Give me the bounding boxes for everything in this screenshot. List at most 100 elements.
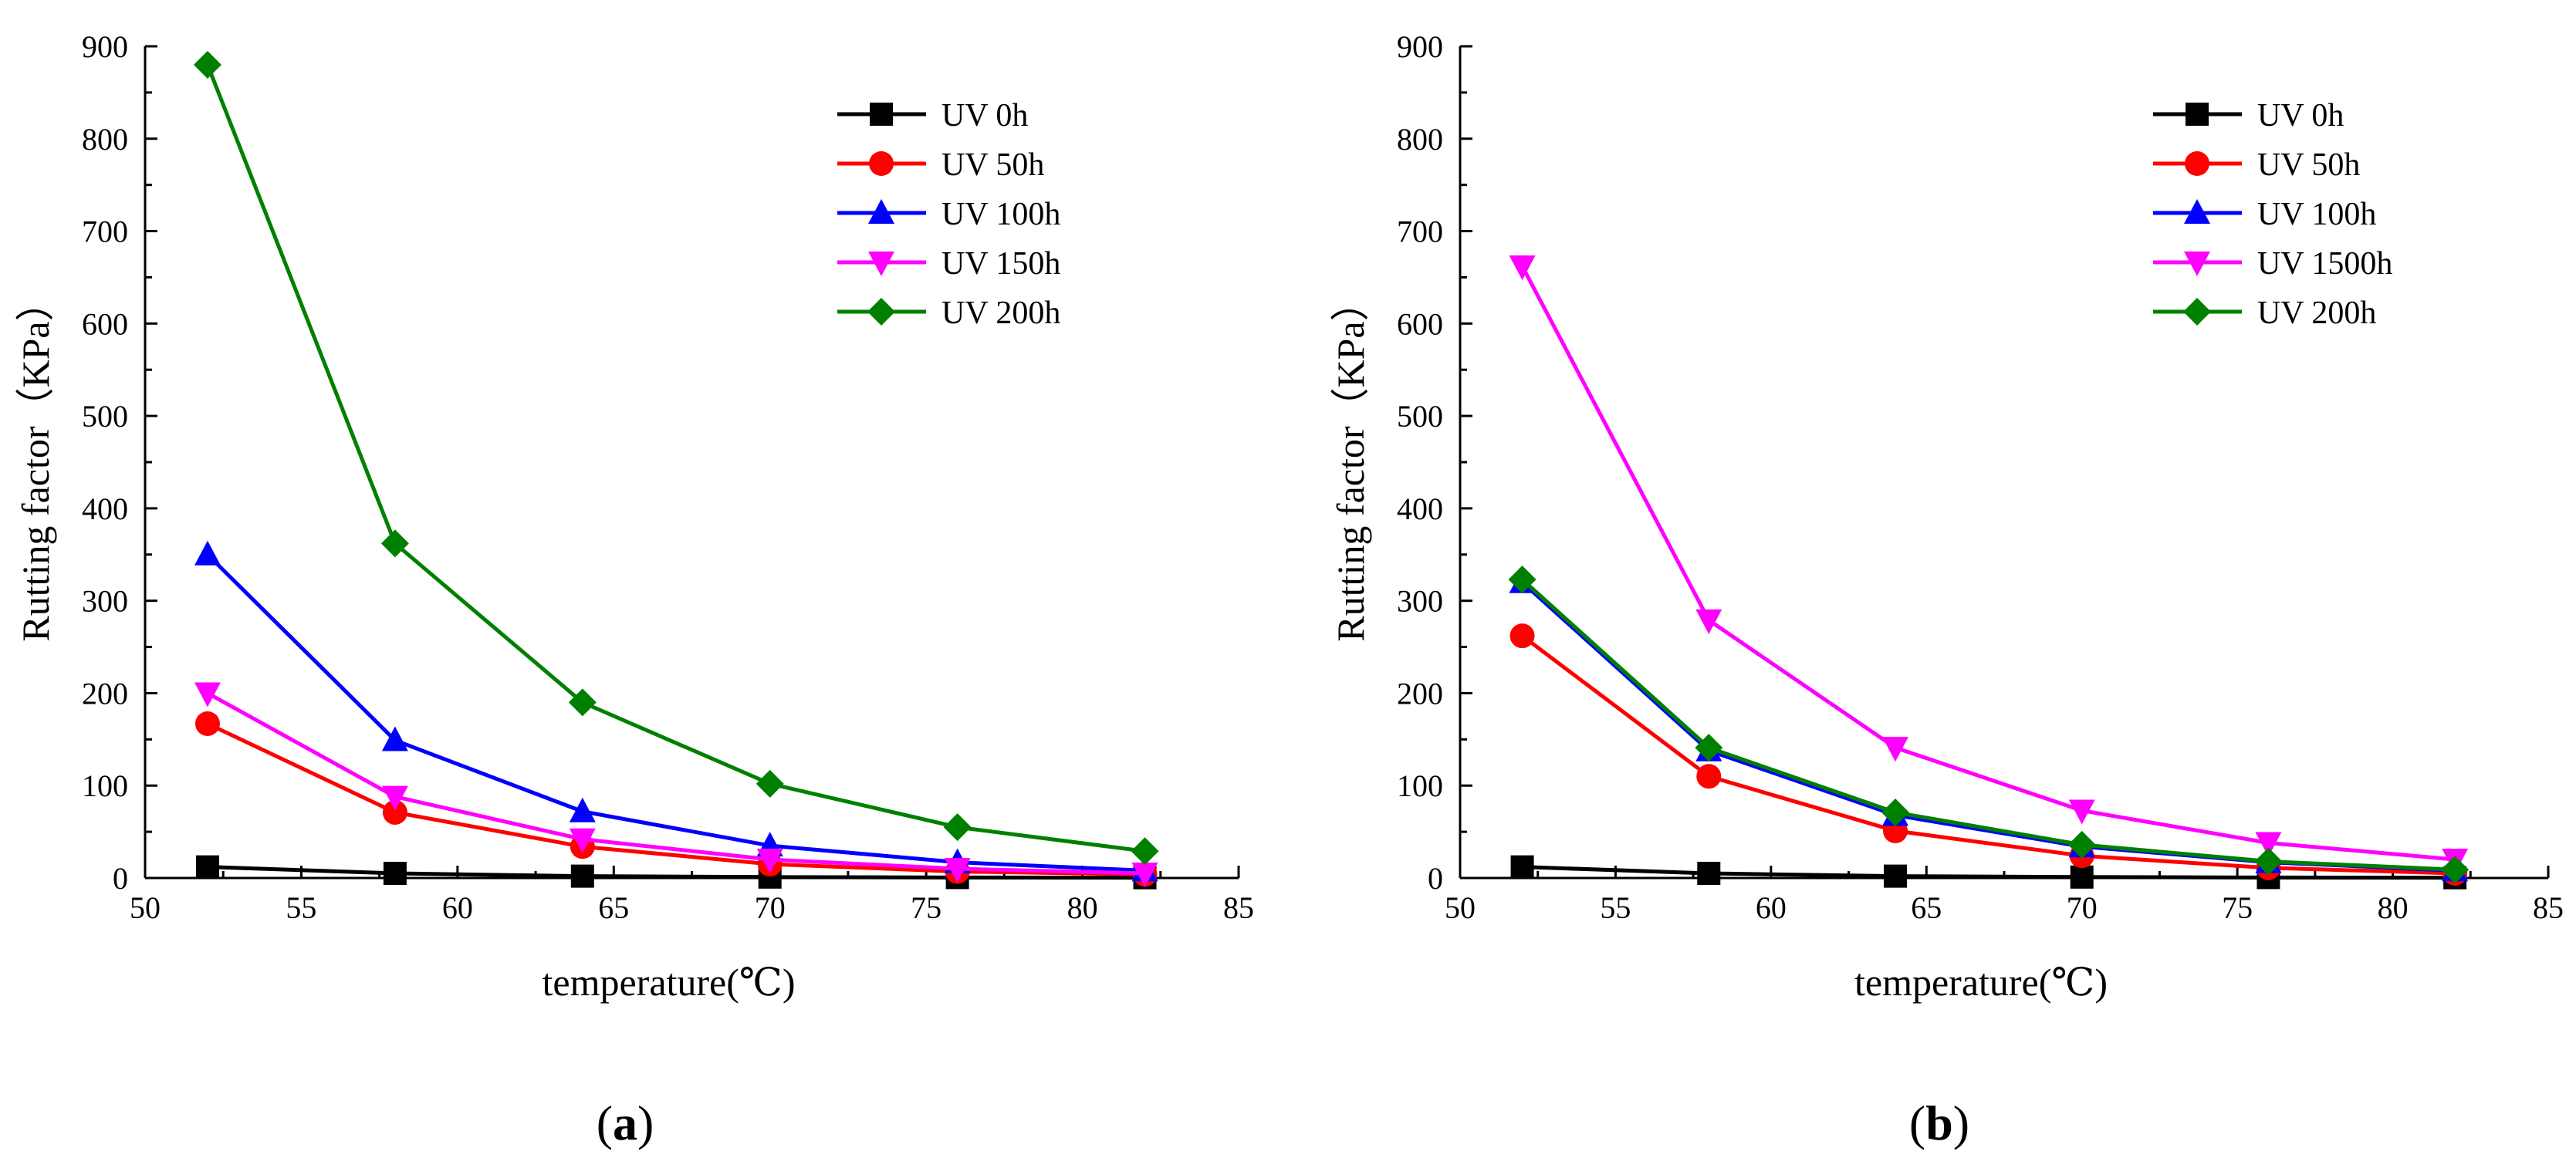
legend-entry: UV 1500h bbox=[2153, 246, 2392, 282]
legend-label: UV 50h bbox=[2257, 147, 2360, 183]
data-point bbox=[1131, 863, 1158, 888]
data-point bbox=[2254, 847, 2283, 876]
legend-label: UV 1500h bbox=[2257, 246, 2392, 282]
x-tick-label: 50 bbox=[130, 890, 161, 925]
legend-entry: UV 0h bbox=[837, 98, 1028, 133]
data-point bbox=[1509, 255, 1536, 281]
data-point bbox=[1695, 734, 1723, 762]
x-tick-label: 55 bbox=[286, 890, 316, 925]
y-tick-label: 800 bbox=[82, 122, 128, 157]
data-point bbox=[382, 799, 407, 825]
data-point bbox=[568, 688, 597, 717]
series-line bbox=[1520, 265, 2456, 862]
legend-marker bbox=[868, 199, 894, 224]
x-tick-label: 55 bbox=[1600, 890, 1631, 925]
y-tick-label: 100 bbox=[1397, 768, 1443, 803]
y-tick-label: 300 bbox=[1397, 584, 1443, 619]
y-axis-title: Rutting factor（KPa） bbox=[1329, 282, 1372, 641]
x-tick-label: 75 bbox=[2222, 890, 2253, 925]
data-point bbox=[1510, 855, 1534, 879]
y-tick-label: 700 bbox=[82, 214, 128, 249]
data-point bbox=[1884, 864, 1907, 888]
y-tick-label: 400 bbox=[82, 491, 128, 526]
series-line bbox=[206, 721, 1145, 876]
series-3 bbox=[1509, 255, 2469, 874]
data-point bbox=[1697, 862, 1721, 886]
x-tick-label: 60 bbox=[1756, 890, 1787, 925]
data-point bbox=[569, 828, 596, 853]
legend-marker bbox=[870, 103, 893, 126]
legend-marker bbox=[2184, 252, 2210, 276]
legend-marker bbox=[868, 252, 894, 276]
data-point bbox=[381, 726, 408, 751]
series-line bbox=[1522, 865, 2456, 880]
y-tick-label: 200 bbox=[1397, 676, 1443, 711]
series-2 bbox=[1509, 568, 2469, 882]
data-point bbox=[194, 711, 220, 736]
series-line bbox=[206, 553, 1145, 873]
legend-label: UV 0h bbox=[941, 98, 1028, 133]
x-tick-label: 85 bbox=[2533, 890, 2564, 925]
series-2 bbox=[194, 540, 1158, 882]
legend-label: UV 50h bbox=[941, 147, 1044, 183]
data-point bbox=[380, 529, 409, 558]
panel-label-a: (a) bbox=[597, 1096, 654, 1150]
data-point bbox=[2068, 799, 2095, 825]
y-tick-label: 500 bbox=[1397, 399, 1443, 434]
chart-a: 50 55 60 65 70 75 80 85 0 100 200 300 400 500 600 700 80… bbox=[14, 29, 1254, 1004]
data-point bbox=[2441, 856, 2470, 884]
y-tick-label: 900 bbox=[82, 29, 128, 64]
series-3 bbox=[194, 682, 1158, 888]
legend-label: UV 200h bbox=[2257, 295, 2376, 331]
data-point bbox=[1696, 764, 1722, 789]
x-tick-label: 60 bbox=[442, 890, 473, 925]
x-tick-label: 50 bbox=[1445, 890, 1476, 925]
y-tick-label: 0 bbox=[1428, 861, 1443, 896]
legend-marker bbox=[2186, 103, 2209, 126]
data-point bbox=[1882, 737, 1908, 762]
data-point bbox=[194, 540, 221, 566]
y-tick-label: 600 bbox=[1397, 306, 1443, 341]
data-point bbox=[2070, 865, 2094, 889]
legend-entry: UV 100h bbox=[837, 197, 1060, 232]
x-tick-label: 75 bbox=[911, 890, 941, 925]
data-point bbox=[383, 862, 407, 886]
data-point bbox=[194, 682, 221, 707]
series-4 bbox=[193, 50, 1159, 866]
legend-marker bbox=[2183, 298, 2211, 326]
series-line bbox=[1521, 634, 2456, 876]
y-tick-label: 500 bbox=[82, 399, 128, 434]
data-point bbox=[195, 855, 219, 879]
legend-label: UV 0h bbox=[2257, 98, 2344, 133]
y-tick-label: 100 bbox=[82, 768, 128, 803]
legend-entry: UV 200h bbox=[837, 295, 1060, 331]
legend-marker bbox=[2184, 199, 2210, 224]
series-line bbox=[1520, 578, 2456, 872]
legend-entry: UV 0h bbox=[2153, 98, 2344, 133]
legend-label: UV 150h bbox=[941, 246, 1060, 282]
legend-marker bbox=[2185, 151, 2209, 176]
legend-entry: UV 50h bbox=[2153, 147, 2360, 183]
series-4 bbox=[1508, 566, 2470, 884]
legend-entry: UV 50h bbox=[837, 147, 1044, 183]
data-point bbox=[2067, 830, 2096, 859]
x-tick-label: 70 bbox=[2067, 890, 2098, 925]
data-point bbox=[756, 769, 784, 798]
y-tick-label: 600 bbox=[82, 306, 128, 341]
data-point bbox=[1508, 566, 1536, 594]
data-point bbox=[943, 813, 972, 842]
data-point bbox=[1131, 837, 1159, 866]
y-tick-label: 200 bbox=[82, 676, 128, 711]
chart-b: 50 55 60 65 70 75 80 85 0 100 200 300 400 500 600 700 80… bbox=[1329, 29, 2564, 1004]
series-line bbox=[207, 865, 1145, 880]
legend-label: UV 100h bbox=[2257, 197, 2376, 232]
x-tick-label: 85 bbox=[1223, 890, 1254, 925]
data-point bbox=[1881, 798, 1909, 826]
legend-marker bbox=[867, 298, 895, 326]
y-tick-label: 800 bbox=[1397, 122, 1443, 157]
data-point bbox=[2255, 832, 2282, 857]
legend-label: UV 100h bbox=[941, 197, 1060, 232]
data-point bbox=[381, 785, 408, 811]
legend-entry: UV 200h bbox=[2153, 295, 2376, 331]
